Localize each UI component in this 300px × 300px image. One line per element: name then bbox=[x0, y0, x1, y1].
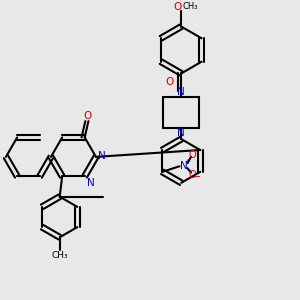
Text: N: N bbox=[180, 160, 188, 171]
Text: CH₃: CH₃ bbox=[51, 250, 68, 260]
Text: N: N bbox=[177, 87, 185, 97]
Text: +: + bbox=[185, 159, 191, 165]
Text: O: O bbox=[189, 150, 196, 160]
Text: O: O bbox=[189, 170, 196, 180]
Text: N: N bbox=[177, 128, 185, 138]
Text: O: O bbox=[83, 111, 91, 121]
Text: O: O bbox=[165, 77, 173, 87]
Text: O: O bbox=[173, 2, 181, 12]
Text: N: N bbox=[98, 151, 106, 160]
Text: −: − bbox=[193, 172, 201, 182]
Text: CH₃: CH₃ bbox=[182, 2, 198, 11]
Text: N: N bbox=[87, 178, 94, 188]
